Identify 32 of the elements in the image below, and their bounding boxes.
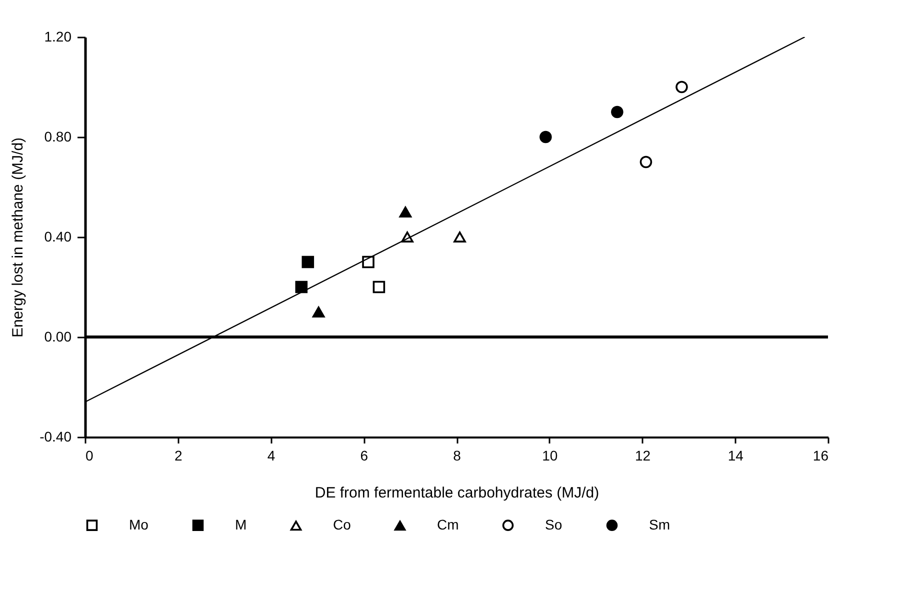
legend-label: M — [235, 516, 247, 532]
legend-label: Mo — [129, 516, 149, 532]
x-tick-label: 8 — [453, 448, 462, 464]
x-tick-label: 16 — [812, 448, 829, 464]
x-axis-title: DE from fermentable carbohydrates (MJ/d) — [314, 484, 600, 502]
y-tick-label: 0.80 — [44, 128, 72, 144]
point — [454, 232, 466, 242]
y-tick-label: 1.20 — [44, 28, 72, 44]
x-tick-label: 6 — [360, 448, 368, 464]
legend-label: Co — [333, 516, 352, 533]
x-tick-label: 4 — [267, 448, 276, 464]
y-tick-label: -0.40 — [40, 428, 72, 444]
y-axis-title: Energy lost in methane (MJ/d) — [10, 137, 27, 338]
legend-label: So — [545, 516, 562, 532]
point — [540, 130, 552, 144]
point — [640, 156, 652, 168]
legend-label: Cm — [437, 516, 459, 533]
y-tick-label: 0.40 — [44, 228, 72, 244]
x-tick-label: 10 — [542, 448, 558, 464]
point — [312, 306, 325, 318]
point — [295, 280, 308, 294]
point — [399, 206, 412, 218]
legend-label: Sm — [649, 516, 670, 532]
y-tick-label: 0.00 — [44, 328, 72, 344]
x-tick-label: 0 — [86, 448, 94, 464]
x-tick-label: 14 — [728, 448, 744, 464]
point — [302, 256, 314, 268]
x-tick-label: 2 — [174, 448, 182, 464]
point — [372, 280, 386, 294]
point — [676, 80, 688, 94]
point — [611, 106, 624, 118]
x-tick-label: 12 — [634, 448, 651, 464]
